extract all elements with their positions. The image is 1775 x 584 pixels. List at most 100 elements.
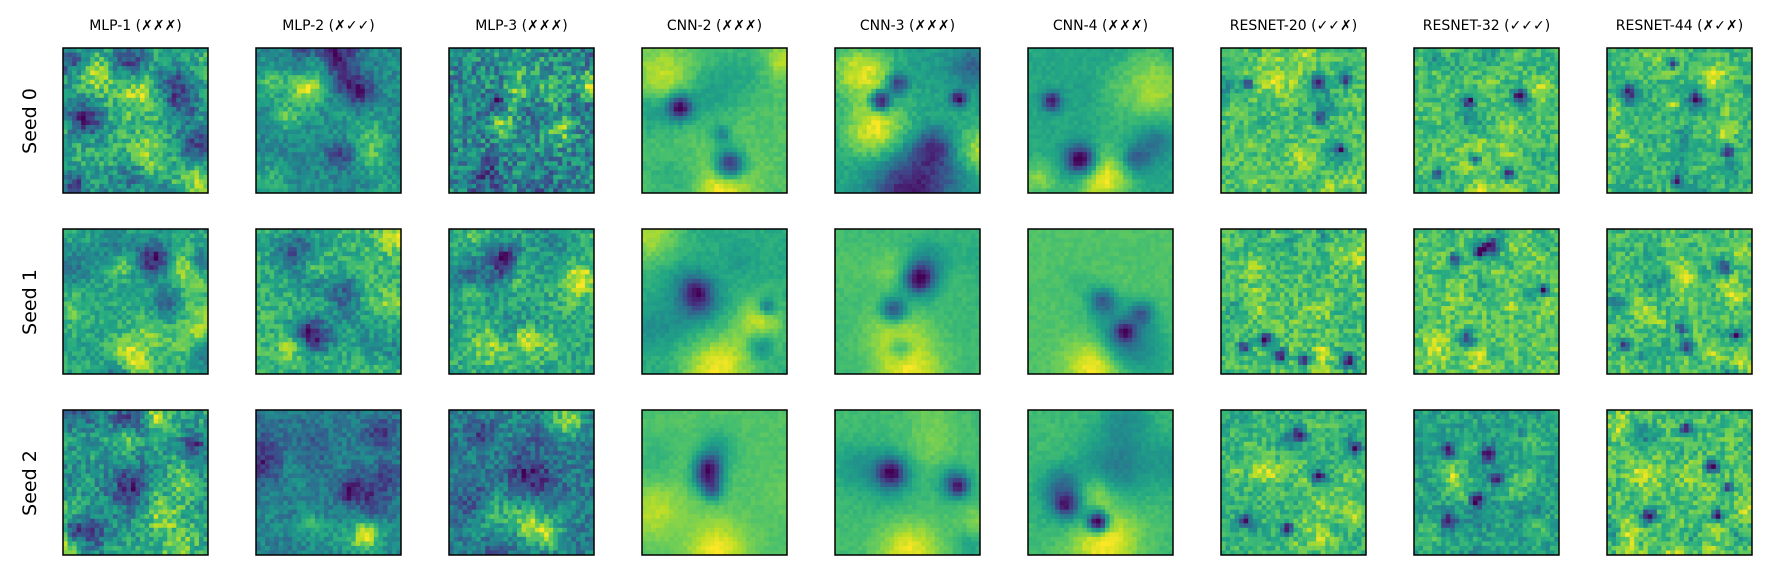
heatmap-cell [81,183,87,189]
heatmap-cell [902,165,908,171]
heatmap-cell [673,156,679,162]
heatmap-cell [566,70,572,76]
heatmap-cell [889,88,895,94]
heatmap-cell [934,156,940,162]
heatmap-cell [103,52,109,58]
heatmap-cell [117,97,123,103]
heatmap-cell [664,174,670,180]
heatmap-cell [494,93,500,99]
heatmap-cell [72,106,77,112]
heatmap-cell [256,188,261,194]
heatmap-cell [81,129,87,135]
heatmap-cell [67,84,73,90]
heatmap-cell [287,61,293,67]
heatmap-cell [580,165,586,171]
heatmap-cell [198,93,204,99]
heatmap-cell [737,102,743,108]
heatmap-cell [458,75,463,81]
heatmap-cell [700,57,706,62]
heatmap-cell [153,179,159,185]
heatmap-cell [719,134,724,139]
heatmap-cell [700,106,706,112]
heatmap-cell [158,170,164,176]
heatmap-cell [378,93,384,99]
heatmap-cell [741,66,747,72]
heatmap-cell [723,115,729,121]
heatmap-cell [553,48,559,53]
heatmap-cell [880,84,886,90]
heatmap-cell [700,170,706,176]
heatmap-cell [777,165,783,171]
heatmap-cell [180,48,186,53]
heatmap-cell [373,188,379,194]
heatmap-cell [768,106,774,112]
heatmap-cell [158,161,164,167]
heatmap-cell [655,129,661,135]
heatmap-cell [759,143,765,149]
heatmap-cell [930,84,936,90]
heatmap-cell [189,111,195,117]
heatmap-cell [364,70,370,76]
heatmap-cell [256,120,261,126]
heatmap-cell [884,156,890,162]
heatmap-cell [844,57,849,62]
heatmap-cell [961,52,967,58]
heatmap-cell [709,183,715,189]
heatmap-cell [301,48,307,53]
heatmap-cell [94,88,100,94]
heatmap-cell [121,52,127,58]
heatmap-cell [360,183,366,189]
heatmap-cell [975,66,981,72]
heatmap-cell [589,84,595,90]
heatmap-cell [378,70,384,76]
heatmap-cell [396,52,402,58]
heatmap-cell [453,70,459,76]
heatmap-cell [287,152,293,158]
heatmap-cell [925,102,931,108]
heatmap-cell [135,156,141,162]
heatmap-cell [719,156,724,162]
heatmap-cell [723,52,729,58]
heatmap-cell [480,61,486,67]
heatmap-cell [934,165,940,171]
heatmap-cell [746,88,752,94]
heatmap-cell [835,161,840,167]
heatmap-cell [162,134,168,139]
heatmap-cell [158,120,164,126]
heatmap-cell [934,70,940,76]
heatmap-cell [966,61,972,67]
heatmap-cell [81,147,87,153]
heatmap-cell [203,88,209,94]
heatmap-cell [323,88,329,94]
heatmap-cell [310,52,316,58]
heatmap-cell [108,115,114,121]
heatmap-cell [777,106,783,112]
heatmap-cell [342,165,347,171]
heatmap-cell [283,57,289,62]
heatmap-cell [655,120,661,126]
heatmap-cell [848,70,854,76]
heatmap-cell [642,143,647,149]
heatmap-cell [337,97,343,103]
heatmap-cell [642,102,647,108]
heatmap-cell [203,66,209,72]
heatmap-cell [476,125,482,130]
heatmap-cell [571,183,577,189]
heatmap-cell [351,129,357,135]
heatmap-cell [260,179,266,185]
heatmap-cell [839,152,845,158]
heatmap-cell [544,170,550,176]
heatmap-cell [382,61,388,67]
heatmap-cell [557,170,563,176]
heatmap-cell [176,70,182,76]
heatmap-cell [853,57,859,62]
heatmap-cell [337,179,343,185]
heatmap-cell [673,143,679,149]
heatmap-cell [682,179,688,185]
heatmap-cell [584,52,590,58]
heatmap-cell [777,88,783,94]
heatmap-cell [305,61,311,67]
heatmap-cell [382,156,388,162]
heatmap-cell [571,66,577,72]
heatmap-cell [880,79,886,85]
